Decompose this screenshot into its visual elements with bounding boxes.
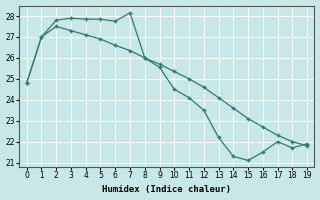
X-axis label: Humidex (Indice chaleur): Humidex (Indice chaleur) — [102, 185, 231, 194]
